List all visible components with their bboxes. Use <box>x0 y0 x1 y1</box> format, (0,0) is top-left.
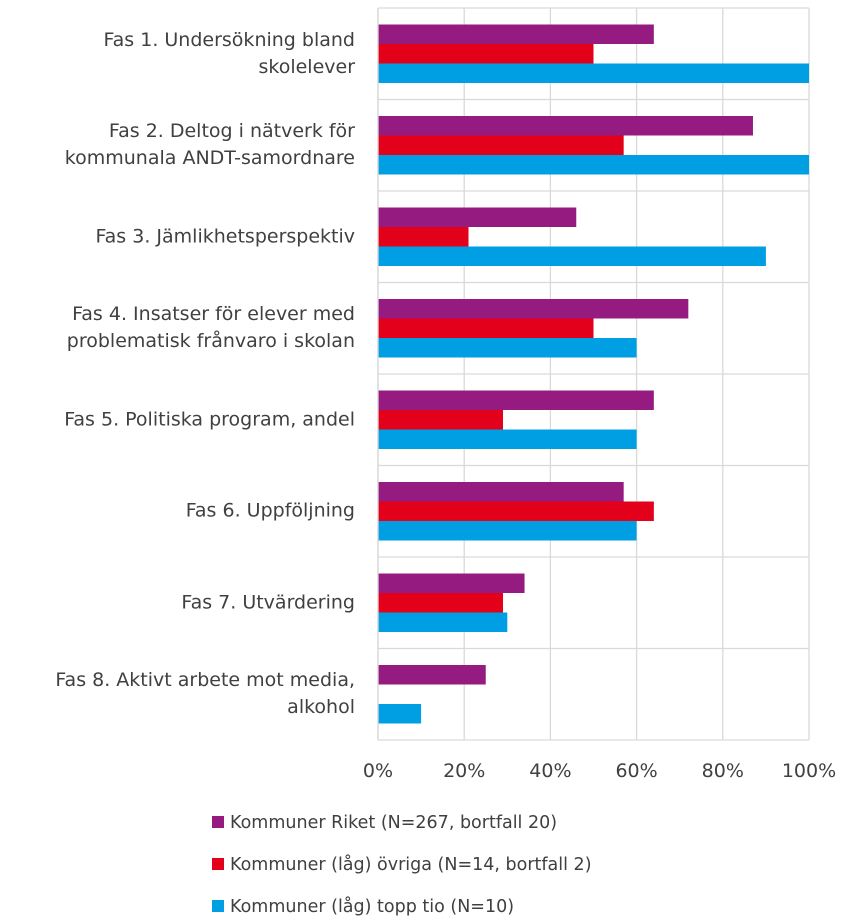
bar <box>378 63 809 83</box>
legend-swatch <box>212 858 224 870</box>
y-tick-label: Fas 4. Insatser för elever med problemat… <box>66 303 355 353</box>
bar <box>378 24 654 44</box>
bar <box>378 612 508 632</box>
y-tick-label: Fas 2. Deltog i nätverk för kommunala AN… <box>64 120 355 170</box>
bar <box>378 338 637 358</box>
legend-swatch <box>212 816 224 828</box>
bar <box>378 227 469 247</box>
bar <box>378 246 766 266</box>
bar <box>378 155 809 175</box>
bar <box>378 593 503 613</box>
x-tick-label: 100% <box>782 760 836 782</box>
bar <box>378 410 503 430</box>
bar <box>378 390 654 410</box>
y-tick-label: Fas 1. Undersökning bland skolelever <box>103 28 355 78</box>
bar <box>378 429 637 449</box>
bar <box>378 44 594 64</box>
bar <box>378 318 594 338</box>
bar <box>378 135 624 155</box>
x-tick-label: 80% <box>702 760 744 782</box>
legend-label: Kommuner (låg) övriga (N=14, bortfall 2) <box>230 854 592 875</box>
bar <box>378 116 753 136</box>
y-tick-label: Fas 7. Utvärdering <box>181 591 355 614</box>
bar <box>378 482 624 502</box>
legend-label: Kommuner Riket (N=267, bortfall 20) <box>230 813 557 833</box>
bar <box>378 704 422 724</box>
x-tick-label: 20% <box>443 760 485 782</box>
legend-swatch <box>212 900 224 912</box>
x-tick-label: 40% <box>529 760 571 782</box>
bar <box>378 501 654 521</box>
x-tick-label: 0% <box>363 760 393 782</box>
bar <box>378 207 577 227</box>
bar <box>378 521 637 541</box>
bar <box>378 299 689 319</box>
x-tick-label: 60% <box>615 760 657 782</box>
bar <box>378 573 525 593</box>
y-tick-label: Fas 3. Jämlikhetsperspektiv <box>95 225 355 248</box>
y-tick-label: Fas 6. Uppföljning <box>185 499 355 522</box>
legend-label: Kommuner (låg) topp tio (N=10) <box>230 896 514 917</box>
bar <box>378 665 486 685</box>
y-tick-label: Fas 8. Aktivt arbete mot media, alkohol <box>55 669 355 719</box>
y-tick-label: Fas 5. Politiska program, andel <box>64 408 355 431</box>
